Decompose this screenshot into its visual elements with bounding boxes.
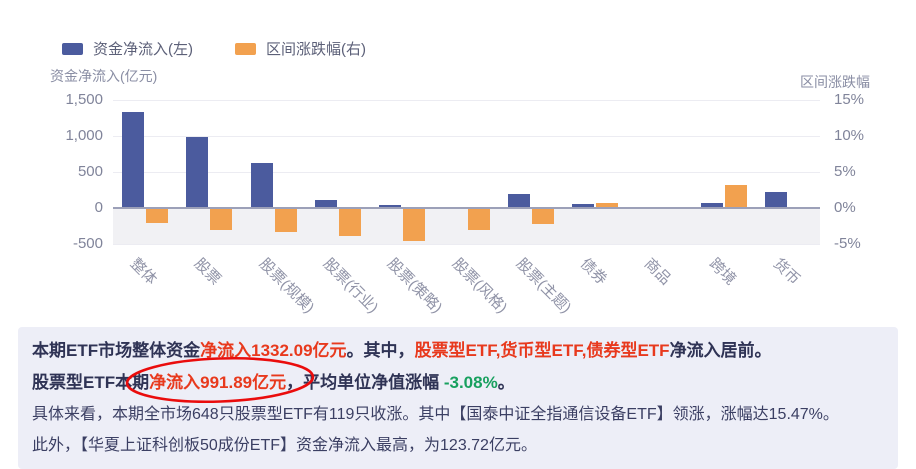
bar-net-inflow-股票(规模)[interactable] [250,163,273,208]
bar-pct-change-股票(规模)[interactable] [274,208,297,233]
bar-net-inflow-股票[interactable] [186,136,209,208]
plot-area [113,100,820,245]
commentary-line-4: 此外，【华夏上证科创板50成份ETF】资金净流入最高，为123.72亿元。 [32,430,886,461]
left-axis-tick: 1,000 [65,127,103,144]
commentary-line-3: 具体来看，本期全市场648只股票型ETF有119只收涨。其中【国泰中证全指通信设… [32,399,886,430]
gridline [113,100,820,101]
category-label-股票(行业): 股票(行业) [319,255,382,317]
commentary-segment: 净流入居前。 [669,341,772,360]
gridline [113,172,820,173]
commentary-segment: 净流入991.89亿元 [149,373,287,392]
zero-gridline [113,207,820,209]
bar-net-inflow-跨境[interactable] [700,203,723,208]
legend-swatch-icon [235,42,256,55]
bar-net-inflow-股票(主题)[interactable] [507,193,530,208]
bar-pct-change-股票[interactable] [210,208,233,231]
category-label-跨境: 跨境 [705,255,739,289]
commentary-segment: 具体来看，本期全市场648只股票型ETF有119只收涨。其中【国泰中证全指通信设… [32,406,839,423]
legend-label: 区间涨跌幅(右) [266,41,366,58]
commentary-segment: 。其中， [346,341,415,360]
category-label-股票(风格): 股票(风格) [448,255,510,317]
right-axis-tick: 10% [834,127,865,144]
right-axis-tick: 5% [834,163,856,180]
commentary-segment: 。 [497,373,515,392]
commentary-segment: 净流入1332.09亿元 [200,341,347,360]
left-axis-title: 资金净流入(亿元) [50,68,158,84]
legend-item-0[interactable]: 资金净流入(左) [62,38,193,59]
right-axis-tick: 15% [834,91,865,108]
bar-pct-change-整体[interactable] [146,208,169,224]
gridline [113,136,820,137]
commentary-segment: 本期ETF市场整体资金 [32,341,201,360]
bar-net-inflow-债券[interactable] [572,204,595,208]
bar-pct-change-股票(风格)[interactable] [467,208,490,230]
commentary-line-1: 本期ETF市场整体资金净流入1332.09亿元。其中，股票型ETF,货币型ETF… [32,335,886,367]
commentary-segment: 股票型ETF本期 [32,373,150,392]
category-label-股票: 股票 [191,255,225,289]
left-axis-tick: 1,500 [65,91,103,108]
commentary-segment: 此外，【华夏上证科创板50成份ETF】资金净流入最高，为123.72亿元。 [32,437,537,454]
gridline [113,244,820,245]
chart-legend: 资金净流入(左) 区间涨跌幅(右) [62,38,366,59]
category-label-整体: 整体 [126,255,161,289]
bar-pct-change-股票(策略)[interactable] [403,208,426,242]
bar-pct-change-股票(主题)[interactable] [531,208,554,224]
legend-label: 资金净流入(左) [93,41,193,58]
bar-pct-change-跨境[interactable] [724,184,747,208]
left-axis-tick: 0 [94,199,103,216]
commentary-line-2: 股票型ETF本期净流入991.89亿元，平均单位净值涨幅 -3.08%。 [32,367,886,399]
category-label-债券: 债券 [576,255,611,289]
right-axis-tick: -5% [834,235,861,252]
right-axis-title: 区间涨跌幅 [800,74,870,90]
commentary-segment: -3.08% [443,373,498,392]
bar-net-inflow-股票(策略)[interactable] [379,204,402,208]
legend-item-1[interactable]: 区间涨跌幅(右) [235,38,366,59]
bar-net-inflow-整体[interactable] [122,112,145,208]
bar-pct-change-股票(行业)[interactable] [338,208,361,237]
commentary-segment: ，平均单位净值涨幅 [286,373,444,392]
bar-net-inflow-股票(行业)[interactable] [314,199,337,208]
commentary-panel: 本期ETF市场整体资金净流入1332.09亿元。其中，股票型ETF,货币型ETF… [18,327,898,469]
left-axis-tick: -500 [72,235,103,252]
category-label-货币: 货币 [769,255,803,289]
legend-swatch-icon [62,42,83,55]
category-label-股票(策略): 股票(策略) [384,255,446,317]
category-label-股票(规模): 股票(规模) [255,255,318,317]
commentary-segment: 股票型ETF,货币型ETF,债券型ETF [414,341,670,360]
category-label-商品: 商品 [641,255,675,289]
right-axis-tick: 0% [834,199,856,216]
category-label-股票(主题): 股票(主题) [512,255,575,317]
left-axis-tick: 500 [77,163,103,180]
bar-net-inflow-货币[interactable] [764,192,787,208]
bar-pct-change-债券[interactable] [596,203,619,208]
